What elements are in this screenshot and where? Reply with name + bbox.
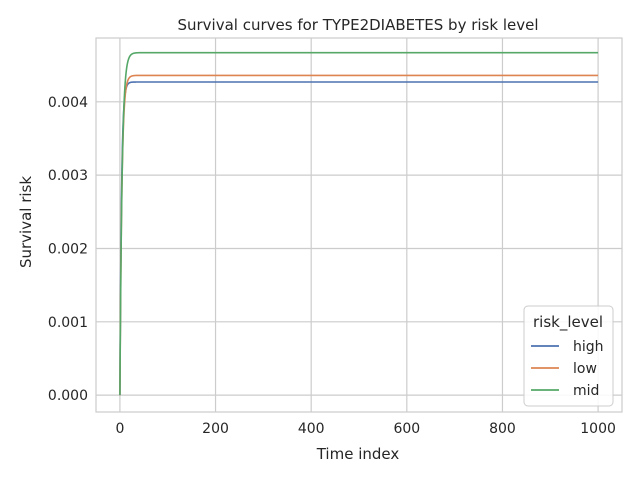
x-tick-label: 1000 xyxy=(580,421,616,437)
plot-frame xyxy=(95,37,623,413)
y-tick-label: 0.002 xyxy=(48,241,88,257)
legend-label-high: high xyxy=(573,339,604,355)
y-tick-label: 0.001 xyxy=(48,315,88,331)
y-tick-labels: 0.000 0.001 0.002 0.003 0.004 xyxy=(48,95,88,404)
x-tick-label: 200 xyxy=(202,421,229,437)
y-tick-label: 0.003 xyxy=(48,168,88,184)
series-lines xyxy=(119,51,599,396)
x-tick-label: 400 xyxy=(298,421,325,437)
gridlines xyxy=(96,38,622,412)
x-tick-label: 800 xyxy=(489,421,516,437)
x-axis-label: Time index xyxy=(316,445,400,463)
series-line-mid xyxy=(119,51,599,396)
x-tick-label: 600 xyxy=(393,421,420,437)
y-tick-label: 0.004 xyxy=(48,95,88,111)
legend: risk_level high low mid xyxy=(523,305,614,407)
series-line-low xyxy=(119,74,599,396)
y-tick-label: 0.000 xyxy=(48,388,88,404)
legend-label-low: low xyxy=(573,361,597,377)
legend-box xyxy=(523,305,614,407)
x-tick-label: 0 xyxy=(115,421,124,437)
legend-label-mid: mid xyxy=(573,383,599,399)
legend-title: risk_level xyxy=(533,313,603,332)
y-axis-label: Survival risk xyxy=(17,176,35,268)
x-tick-labels: 0 200 400 600 800 1000 xyxy=(115,421,615,437)
chart-title: Survival curves for TYPE2DIABETES by ris… xyxy=(177,16,538,34)
